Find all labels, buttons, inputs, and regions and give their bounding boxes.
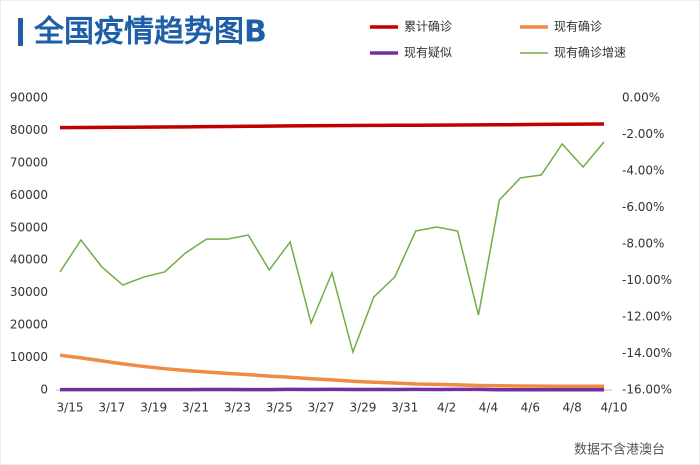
y2-tick-label: -12.00% — [622, 310, 672, 324]
legend-label: 累计确诊 — [404, 20, 452, 34]
series-line — [59, 122, 605, 130]
x-tick-label: 3/31 — [391, 401, 418, 415]
y2-tick-label: -8.00% — [622, 237, 664, 251]
legend-label: 现有疑似 — [404, 45, 452, 60]
series-line — [59, 353, 605, 389]
x-tick-label: 4/4 — [479, 401, 498, 415]
y-tick-label: 20000 — [10, 318, 48, 332]
y-tick-label: 70000 — [10, 155, 48, 169]
y-tick-label: 10000 — [10, 350, 48, 364]
x-tick-label: 3/21 — [182, 401, 209, 415]
x-tick-label: 3/29 — [349, 401, 376, 415]
x-tick-label: 3/15 — [57, 401, 84, 415]
y-tick-label: 60000 — [10, 188, 48, 202]
y2-tick-label: -14.00% — [622, 346, 672, 360]
y2-tick-label: -6.00% — [622, 200, 664, 214]
y2-tick-label: -4.00% — [622, 164, 664, 178]
x-tick-label: 4/6 — [521, 401, 540, 415]
y-tick-label: 90000 — [10, 91, 48, 105]
x-tick-label: 3/25 — [266, 401, 293, 415]
x-tick-label: 3/27 — [308, 401, 335, 415]
x-tick-label: 4/2 — [437, 401, 456, 415]
y-tick-label: 30000 — [10, 285, 48, 299]
chart-title: 全国疫情趋势图B — [33, 15, 267, 50]
x-tick-label: 3/17 — [98, 401, 125, 415]
y-tick-label: 0 — [40, 383, 48, 397]
x-tick-label: 4/8 — [562, 401, 581, 415]
y2-tick-label: -10.00% — [622, 273, 672, 287]
title-bar — [18, 18, 23, 46]
x-tick-label: 4/10 — [601, 401, 628, 415]
footnote: 数据不含港澳台 — [574, 442, 665, 458]
y-tick-label: 40000 — [10, 253, 48, 267]
y-tick-label: 80000 — [10, 123, 48, 137]
y2-tick-label: -16.00% — [622, 383, 672, 397]
series-line — [59, 141, 605, 355]
legend-label: 现有确诊 — [554, 20, 602, 34]
y2-tick-label: -2.00% — [622, 127, 664, 141]
y-tick-label: 50000 — [10, 220, 48, 234]
legend-label: 现有确诊增速 — [554, 46, 626, 60]
x-tick-label: 3/23 — [224, 401, 251, 415]
x-tick-label: 3/19 — [140, 401, 167, 415]
y2-tick-label: 0.00% — [622, 91, 660, 105]
